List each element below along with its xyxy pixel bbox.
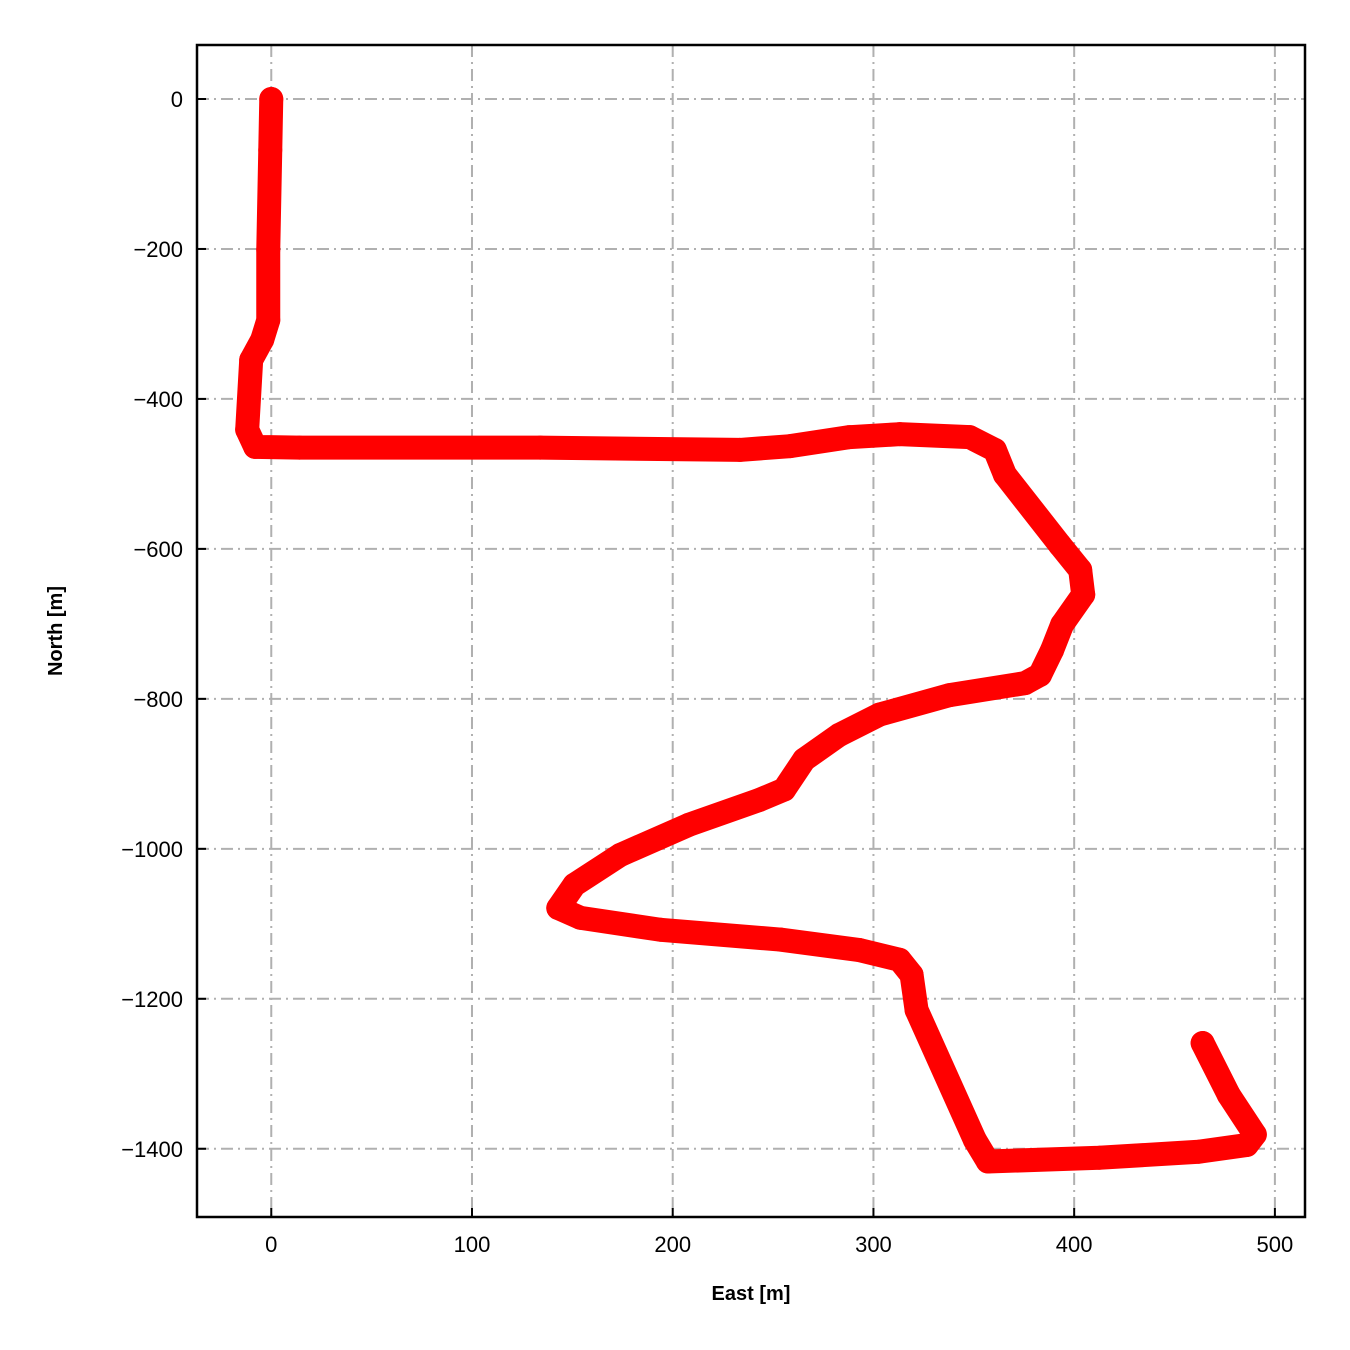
trajectory-point bbox=[982, 437, 1007, 462]
x-tick-label: 200 bbox=[654, 1232, 691, 1257]
trajectory-point bbox=[1216, 1082, 1241, 1107]
trajectory-point bbox=[568, 905, 593, 930]
y-tick-label: −800 bbox=[133, 687, 183, 712]
trajectory-point bbox=[727, 437, 752, 462]
trajectory-point bbox=[867, 702, 892, 727]
trajectory-point bbox=[899, 962, 924, 987]
trajectory-point bbox=[975, 1149, 1000, 1174]
trajectory-point bbox=[778, 434, 803, 459]
y-tick-label: −200 bbox=[133, 237, 183, 262]
trajectory-point bbox=[1050, 612, 1075, 637]
trajectory-point bbox=[904, 998, 929, 1023]
trajectory-point bbox=[992, 462, 1017, 487]
trajectory-point bbox=[250, 327, 275, 352]
trajectory-point bbox=[962, 1127, 987, 1152]
trajectory-point bbox=[608, 842, 633, 867]
trajectory-point bbox=[1186, 1139, 1211, 1164]
y-tick-label: −400 bbox=[133, 387, 183, 412]
trajectory-point bbox=[259, 86, 284, 111]
trajectory-point bbox=[256, 308, 281, 333]
y-tick-label: 0 bbox=[171, 87, 183, 112]
trajectory-point bbox=[768, 927, 793, 952]
trajectory-point bbox=[1242, 1122, 1267, 1147]
trajectory-point bbox=[258, 137, 283, 162]
trajectory-point bbox=[847, 938, 872, 963]
trajectory-point bbox=[827, 722, 852, 747]
trajectory-point bbox=[1040, 638, 1065, 663]
y-tick-label: −1200 bbox=[121, 987, 183, 1012]
trajectory-line bbox=[235, 86, 1267, 1174]
x-tick-label: 0 bbox=[265, 1232, 277, 1257]
trajectory-point bbox=[1048, 533, 1073, 558]
trajectory-point bbox=[1071, 582, 1096, 607]
y-tick-label: −1400 bbox=[121, 1137, 183, 1162]
trajectory-point bbox=[837, 425, 862, 450]
trajectory-point bbox=[747, 788, 772, 813]
plot-frame bbox=[195, 43, 1307, 1219]
trajectory-point bbox=[1190, 1031, 1215, 1056]
trajectory-point bbox=[1012, 671, 1037, 696]
trajectory-point bbox=[256, 237, 281, 262]
trajectory-point bbox=[792, 747, 817, 772]
x-tick-label: 300 bbox=[855, 1232, 892, 1257]
trajectory-point bbox=[287, 435, 312, 460]
x-axis-label: East [m] bbox=[712, 1283, 791, 1305]
trajectory-point bbox=[648, 917, 673, 942]
y-axis-label: North [m] bbox=[45, 586, 67, 676]
trajectory-point bbox=[887, 422, 912, 447]
x-tick-label: 400 bbox=[1056, 1232, 1093, 1257]
trajectory-point bbox=[528, 435, 553, 460]
trajectory-point bbox=[546, 896, 571, 921]
trajectory-point bbox=[1068, 557, 1093, 582]
trajectory-point bbox=[957, 425, 982, 450]
trajectory-point bbox=[243, 434, 268, 459]
x-tick-label: 500 bbox=[1257, 1232, 1294, 1257]
trajectory-point bbox=[772, 777, 797, 802]
trajectory-point bbox=[937, 683, 962, 708]
trajectory-point bbox=[676, 812, 701, 837]
y-tick-label: −1000 bbox=[121, 837, 183, 862]
trajectory-point bbox=[239, 347, 264, 372]
x-tick-label: 100 bbox=[454, 1232, 491, 1257]
trajectory-point bbox=[562, 872, 587, 897]
trajectory-point bbox=[1087, 1145, 1112, 1170]
y-tick-label: −600 bbox=[133, 537, 183, 562]
